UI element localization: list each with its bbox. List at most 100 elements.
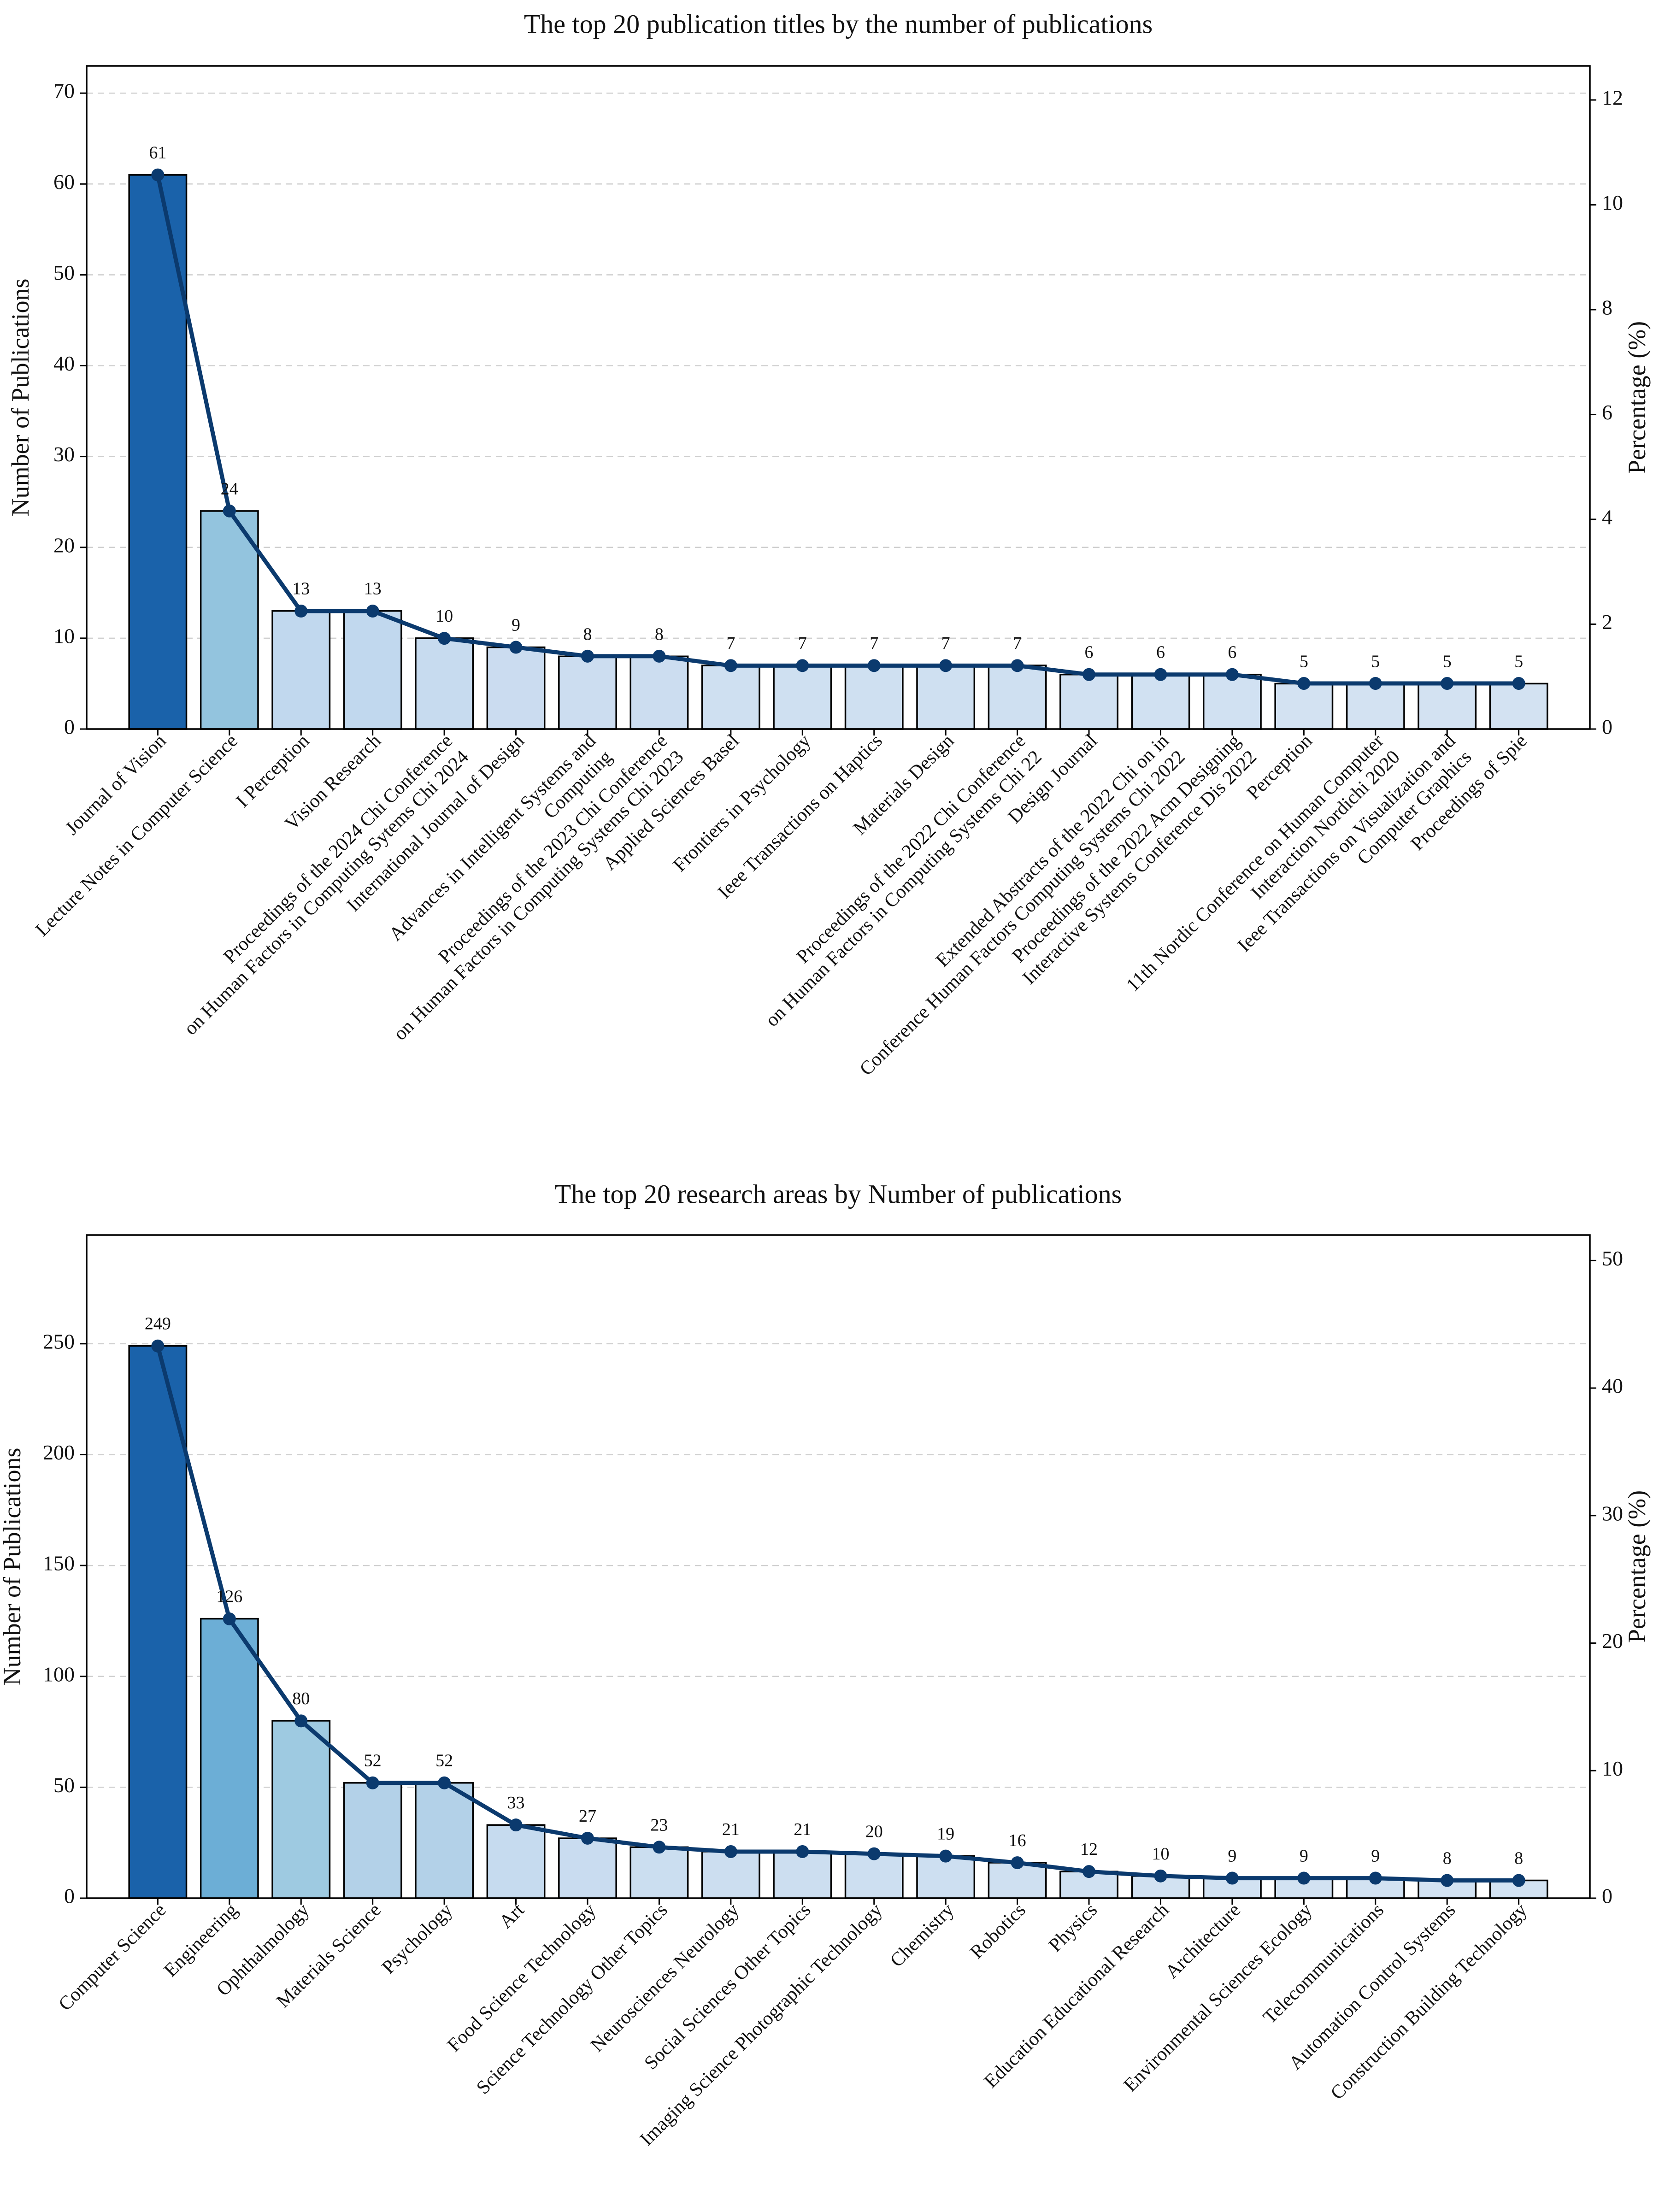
data-label: 80 [292,1689,310,1708]
percentage-point [366,605,379,618]
y2-tick-label: 8 [1602,296,1612,319]
chart-research-areas: The top 20 research areas by Number of p… [0,1179,1651,2150]
y-tick-label: 0 [64,715,75,739]
percentage-point [653,649,666,663]
data-label: 7 [941,634,950,653]
percentage-point [1512,677,1525,690]
percentage-point [438,1776,451,1789]
bar [200,1618,259,1899]
percentage-point [223,1612,236,1625]
percentage-point [796,659,809,672]
percentage-point [1369,1871,1382,1885]
data-label: 52 [364,1751,382,1771]
data-label: 6 [1085,643,1094,662]
data-label: 16 [1009,1831,1026,1850]
y2-axis-ticks: 0 2 4 6 8 10 12 [1590,86,1623,739]
data-label: 52 [435,1751,453,1771]
data-label: 9 [1228,1847,1236,1866]
bar [486,1824,546,1899]
bar [558,1837,617,1899]
y-tick-label: 100 [43,1662,75,1686]
bar [916,665,976,730]
percentage-point [1369,677,1382,690]
bar [415,637,474,730]
bar [773,1851,832,1899]
percentage-point [1154,668,1167,681]
data-label: 5 [1443,652,1452,671]
bar [343,1782,402,1899]
data-label: 5 [1371,652,1380,671]
bar [773,665,832,730]
percentage-point [366,1776,379,1789]
y2-tick-label: 10 [1602,1757,1623,1780]
y-tick-label: 250 [43,1330,75,1353]
y2-tick-label: 2 [1602,610,1612,634]
data-label: 126 [216,1587,242,1606]
percentage-point [1011,659,1024,672]
y2-tick-label: 10 [1602,191,1623,214]
data-label: 9 [1300,1847,1308,1866]
percentage-point [724,659,737,672]
bar [1274,682,1334,730]
chart-title: The top 20 publication titles by the num… [524,9,1153,39]
bar [844,1853,904,1899]
bar [701,1851,760,1899]
data-labels: 61 24 13 13 10 9 8 8 7 7 7 7 7 6 6 6 5 5 5 5 [149,143,1523,671]
bar [558,655,617,730]
data-label: 10 [435,606,453,626]
percentage-point [438,632,451,645]
bar [128,174,188,730]
percentage-line [155,174,1519,686]
gridlines [87,1343,1590,1788]
percentage-markers [151,168,1525,690]
data-label: 61 [149,143,166,163]
data-label: 249 [145,1314,171,1334]
percentage-point [581,649,594,663]
data-label: 21 [794,1820,811,1839]
bar [1489,1879,1548,1899]
percentage-point [939,1849,953,1863]
bar [1202,673,1262,730]
data-label: 6 [1228,643,1236,662]
data-label: 10 [1152,1844,1169,1864]
y-tick-label: 0 [64,1884,75,1908]
percentage-point [724,1845,737,1858]
percentage-point [294,1714,308,1728]
bar [128,1345,188,1899]
percentage-point [1441,677,1454,690]
bar [271,610,331,730]
bar [1489,682,1548,730]
y2-tick-label: 50 [1602,1247,1623,1270]
percentage-point [1082,668,1096,681]
percentage-point [1441,1874,1454,1887]
y-axis-ticks: 0 10 20 30 40 50 60 70 [53,79,87,739]
percentage-point [1082,1865,1096,1878]
bar [629,655,689,730]
gridlines [87,92,1590,639]
bar [343,610,402,730]
y-tick-label: 70 [53,79,75,103]
bar [271,1720,331,1899]
data-label: 7 [1013,634,1022,653]
percentage-point [509,641,523,654]
y2-tick-label: 12 [1602,86,1623,110]
data-label: 27 [579,1806,596,1826]
y-axis-label: Number of Publications [0,1448,26,1686]
percentage-point [151,168,165,182]
percentage-point [509,1818,523,1832]
y2-axis-ticks: 0 10 20 30 40 50 [1590,1247,1623,1908]
bar [1131,673,1190,730]
percentage-point [294,605,308,618]
y2-tick-label: 0 [1602,715,1612,739]
percentage-point [1297,1871,1311,1885]
bar [844,665,904,730]
y2-tick-label: 6 [1602,400,1612,424]
bar [486,646,546,730]
data-label: 19 [937,1824,954,1844]
bar [1418,682,1477,730]
data-label: 21 [722,1820,740,1839]
data-label: 9 [512,616,520,635]
y-tick-label: 20 [53,533,75,557]
plot-frame [86,65,1591,730]
